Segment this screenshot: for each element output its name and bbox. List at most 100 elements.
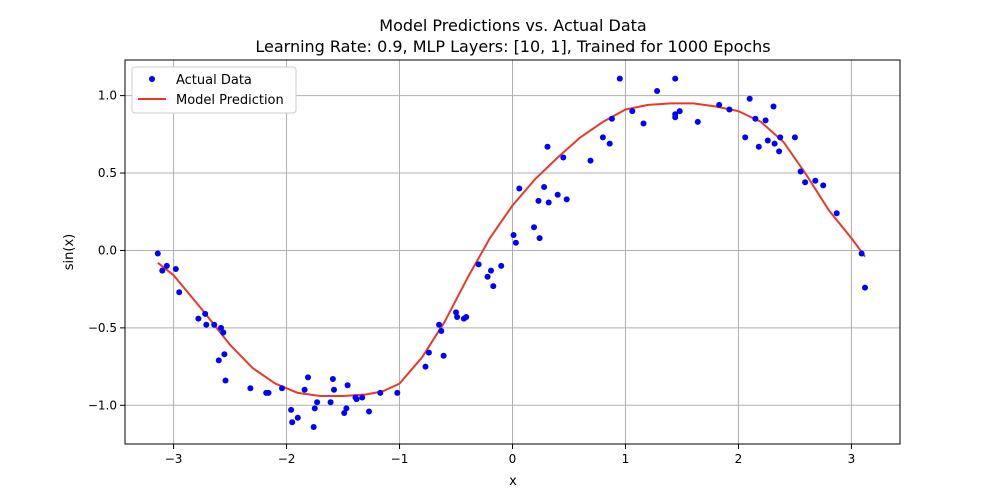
actual-data-point — [301, 386, 308, 393]
actual-data-point — [563, 196, 570, 203]
legend: Actual Data Model Prediction — [131, 66, 297, 114]
actual-data-point — [640, 120, 647, 127]
actual-data-point — [862, 284, 868, 291]
actual-data-point — [820, 182, 827, 189]
actual-data-point — [422, 363, 429, 370]
actual-data-point — [797, 168, 804, 175]
chart-subtitle: Learning Rate: 0.9, MLP Layers: [10, 1],… — [255, 37, 770, 56]
actual-data-point — [498, 262, 505, 269]
actual-data-point — [305, 374, 311, 381]
actual-data-point — [211, 321, 218, 328]
grid — [125, 60, 900, 444]
actual-data-point — [531, 224, 537, 231]
y-tick-label: 0.0 — [98, 243, 117, 257]
actual-data-point — [587, 157, 594, 164]
actual-data-point — [218, 324, 224, 331]
actual-data-point — [777, 134, 784, 141]
x-tick-label: 2 — [735, 452, 743, 466]
actual-data-point — [544, 143, 551, 150]
actual-data-point — [490, 283, 497, 290]
actual-data-point — [377, 389, 384, 396]
actual-data-point — [453, 309, 459, 316]
actual-data-point — [195, 315, 202, 322]
y-tick-label: 1.0 — [98, 89, 117, 103]
actual-data-point — [154, 250, 161, 257]
actual-data-point — [265, 389, 272, 396]
actual-data-point — [694, 118, 701, 125]
actual-data-point — [488, 267, 494, 274]
actual-data-point — [343, 405, 350, 412]
actual-data-point — [331, 386, 337, 393]
actual-data-point — [279, 385, 285, 392]
actual-data-point — [311, 405, 318, 412]
actual-data-point — [247, 385, 254, 392]
actual-data-point — [344, 382, 351, 389]
actual-data-point — [222, 377, 229, 384]
actual-data-point — [221, 351, 228, 358]
actual-data-point — [220, 329, 227, 336]
actual-data-point — [289, 419, 296, 426]
actual-data-point — [606, 140, 613, 147]
actual-data-point — [438, 328, 445, 334]
actual-data-point — [394, 389, 401, 396]
legend-marker-actual-data — [149, 76, 155, 82]
actual-data-point — [310, 424, 317, 430]
actual-data-point — [746, 95, 753, 102]
actual-data-point — [510, 232, 517, 238]
actual-data-point — [791, 134, 798, 141]
chart-title: Model Predictions vs. Actual Data — [379, 16, 646, 35]
actual-data-point — [541, 184, 548, 190]
y-axis-label: sin(x) — [62, 234, 77, 270]
y-axis-ticks: −1.0 −0.5 0.0 0.5 1.0 — [88, 89, 125, 412]
x-tick-label: −1 — [391, 452, 409, 466]
actual-data-point — [716, 101, 723, 108]
legend-label-actual-data: Actual Data — [176, 73, 252, 88]
actual-data-point — [771, 140, 778, 147]
actual-data-point — [353, 396, 360, 403]
actual-data-point — [764, 137, 771, 144]
actual-data-point — [762, 117, 769, 124]
x-axis-label: x — [509, 474, 517, 489]
actual-data-point — [294, 414, 301, 421]
actual-data-point — [436, 321, 443, 328]
actual-data-point — [599, 134, 606, 141]
x-tick-label: 1 — [622, 452, 630, 466]
x-tick-label: 0 — [509, 452, 517, 466]
actual-data-point — [554, 191, 561, 198]
actual-data-point — [215, 357, 222, 364]
x-tick-label: 3 — [848, 452, 856, 466]
actual-data-point — [366, 408, 372, 415]
actual-data-point — [812, 177, 819, 184]
actual-data-point — [654, 88, 661, 94]
actual-data-point — [484, 273, 491, 280]
actual-data-point — [203, 321, 210, 328]
actual-data-point — [629, 108, 636, 115]
actual-data-point — [341, 410, 348, 416]
actual-data-point — [440, 352, 447, 359]
actual-data-point — [176, 289, 183, 296]
actual-data-point — [512, 239, 519, 246]
actual-data-point — [616, 75, 623, 82]
actual-data-point — [425, 349, 432, 356]
actual-data-point — [202, 310, 209, 317]
actual-data-point — [159, 267, 166, 274]
x-tick-label: −2 — [278, 452, 296, 466]
actual-data-point — [802, 179, 809, 186]
actual-data-point — [463, 314, 470, 320]
x-axis-ticks: −3 −2 −1 0 1 2 3 — [165, 444, 856, 466]
actual-data-point — [327, 399, 334, 406]
y-tick-label: −1.0 — [88, 398, 117, 412]
actual-data-point — [742, 134, 749, 141]
actual-data-point — [755, 143, 762, 150]
actual-data-point — [288, 406, 295, 413]
actual-data-point — [536, 235, 543, 242]
actual-data-point — [608, 115, 615, 122]
actual-data-point — [752, 115, 759, 122]
actual-data-point — [676, 108, 683, 115]
actual-data-point — [672, 114, 679, 121]
actual-data-point — [545, 199, 552, 206]
legend-box — [131, 66, 297, 114]
actual-data-point — [329, 376, 336, 382]
actual-data-point — [535, 197, 542, 204]
